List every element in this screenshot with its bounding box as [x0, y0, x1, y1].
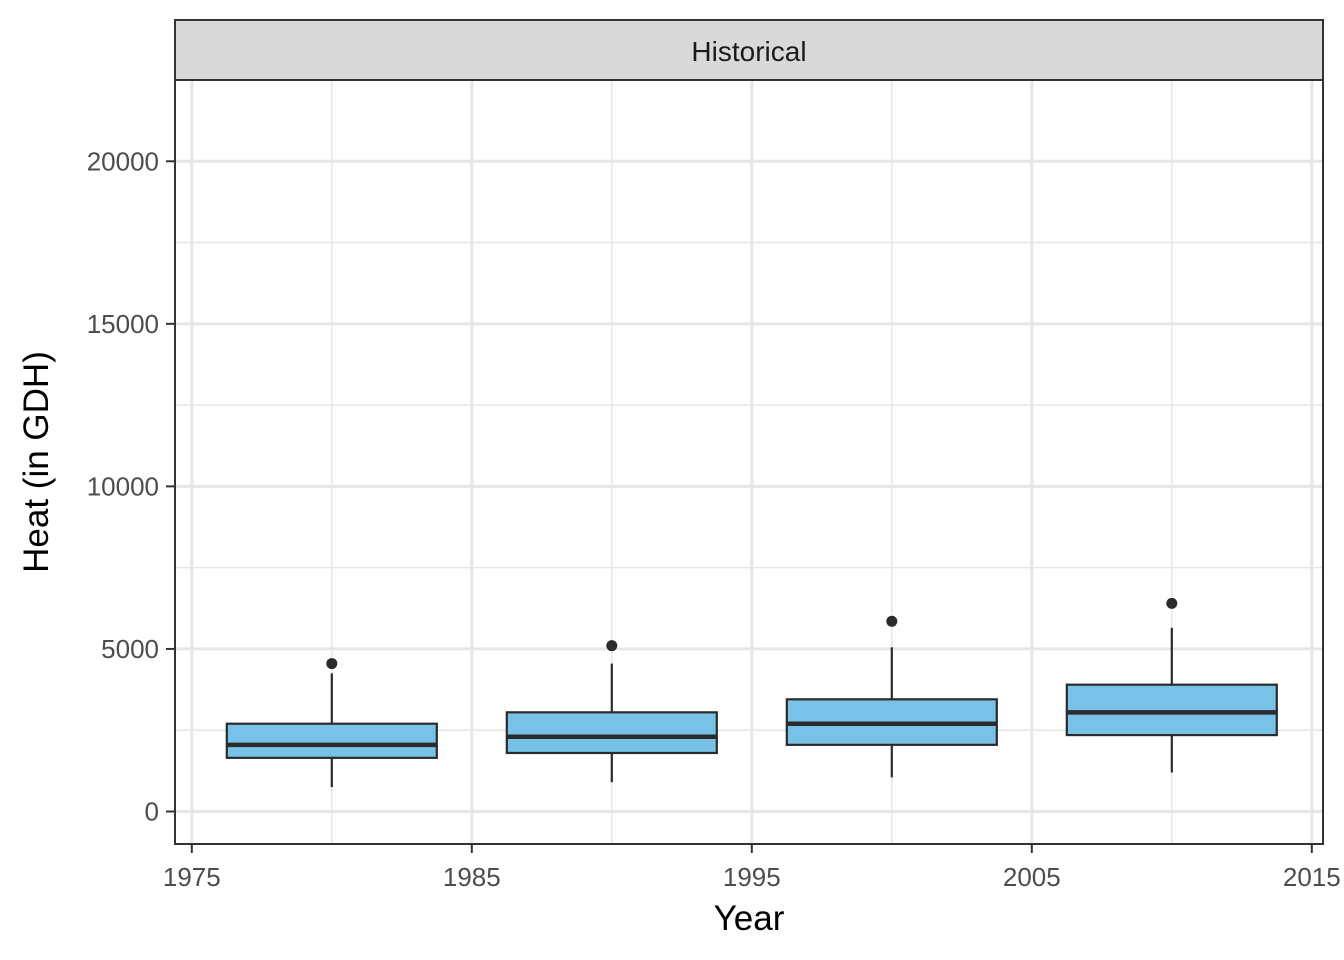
y-tick-label: 20000 — [87, 146, 159, 176]
x-tick-label: 2015 — [1283, 862, 1341, 892]
box-series — [225, 597, 1278, 788]
y-tick-label: 0 — [145, 796, 159, 826]
outlier-point-2 — [606, 640, 618, 652]
axes: 0 5000 10000 15000 20000 1975 1985 1995 2005 2015 — [87, 146, 1341, 892]
x-tick-label: 1985 — [443, 862, 501, 892]
y-tick-label: 5000 — [101, 634, 159, 664]
x-tick-label: 2005 — [1003, 862, 1061, 892]
box-2 — [505, 711, 718, 755]
grid-lines — [175, 80, 1323, 844]
y-axis-title: Heat (in GDH) — [17, 351, 56, 573]
outlier-point-1 — [326, 658, 338, 670]
x-tick-label: 1975 — [163, 862, 221, 892]
x-axis-title: Year — [714, 899, 785, 938]
outlier-point-3 — [886, 615, 898, 627]
plot-panel-border — [174, 79, 1324, 845]
facet-strip — [174, 19, 1324, 81]
box-1 — [225, 722, 438, 759]
box-4 — [1065, 683, 1278, 737]
y-tick-label: 15000 — [87, 309, 159, 339]
y-tick-label: 10000 — [87, 471, 159, 501]
outlier-point-4 — [1166, 597, 1178, 609]
x-tick-label: 1995 — [723, 862, 781, 892]
facet-strip-label: Historical — [691, 36, 806, 67]
